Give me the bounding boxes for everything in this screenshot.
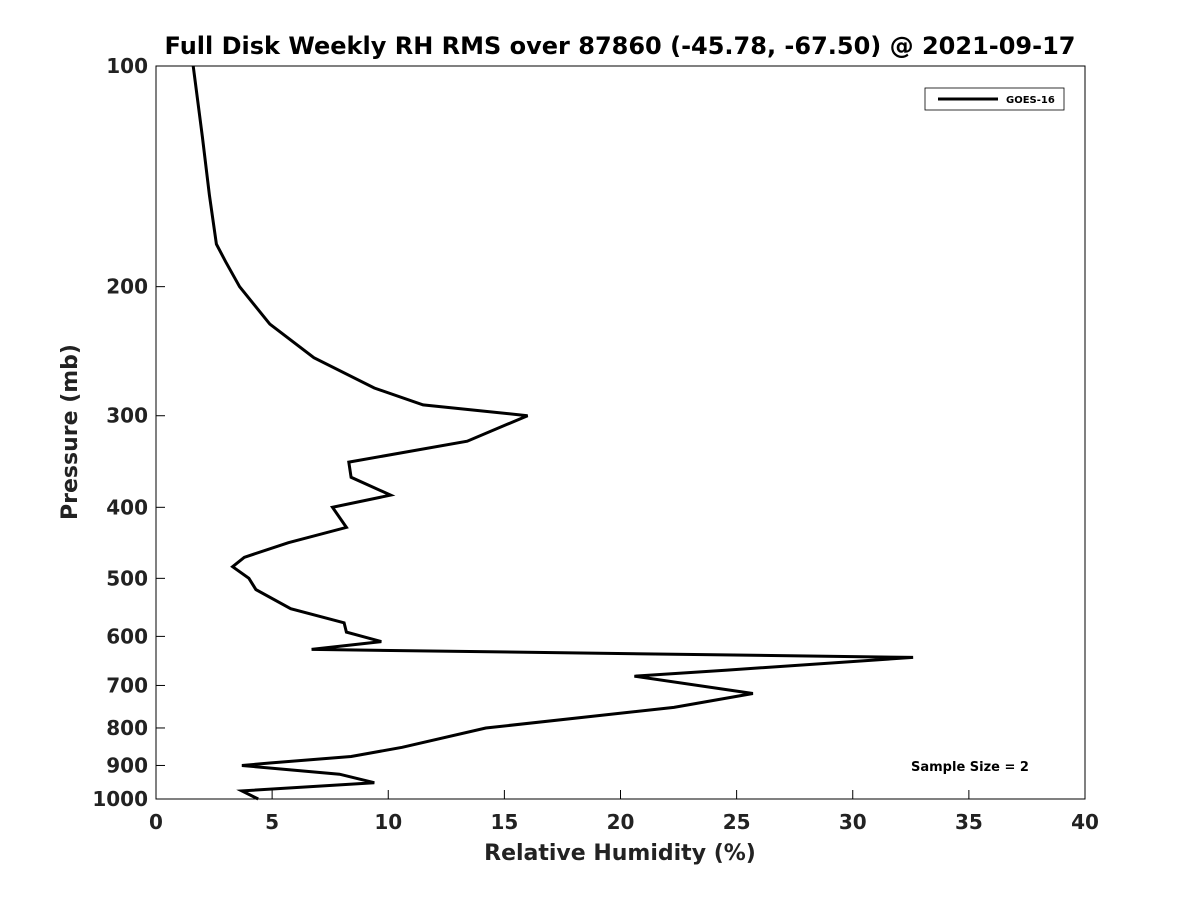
x-tick-label: 30 — [839, 810, 867, 834]
plot-area-border — [155, 65, 1086, 800]
y-tick-label: 900 — [106, 753, 148, 777]
x-axis-ticks: 0 5 10 15 20 25 30 35 40 — [149, 790, 1099, 834]
y-tick-label: 1000 — [92, 787, 148, 811]
x-tick-label: 5 — [265, 810, 279, 834]
y-tick-label: 700 — [106, 673, 148, 697]
y-tick-label: 300 — [106, 404, 148, 428]
legend: GOES-16 — [924, 87, 1065, 111]
y-tick-label: 800 — [106, 716, 148, 740]
y-axis-ticks: 100 200 300 400 500 600 700 800 900 1000 — [92, 54, 165, 811]
sample-size-annotation: Sample Size = 2 — [911, 760, 1029, 775]
x-tick-label: 25 — [723, 810, 751, 834]
chart-title: Full Disk Weekly RH RMS over 87860 (-45.… — [165, 32, 1076, 60]
x-tick-label: 35 — [955, 810, 983, 834]
y-tick-label: 100 — [106, 54, 148, 78]
y-tick-label: 400 — [106, 495, 148, 519]
y-tick-label: 600 — [106, 624, 148, 648]
y-tick-label: 200 — [106, 275, 148, 299]
x-tick-label: 15 — [490, 810, 518, 834]
x-tick-label: 40 — [1071, 810, 1099, 834]
y-axis-label: Pressure (mb) — [58, 344, 83, 520]
legend-label-goes-16: GOES-16 — [1006, 95, 1055, 106]
x-tick-label: 10 — [374, 810, 402, 834]
x-axis-label: Relative Humidity (%) — [484, 841, 756, 866]
x-tick-label: 0 — [149, 810, 163, 834]
y-tick-label: 500 — [106, 566, 148, 590]
goes-16-series-line — [191, 65, 914, 801]
x-tick-label: 20 — [607, 810, 635, 834]
